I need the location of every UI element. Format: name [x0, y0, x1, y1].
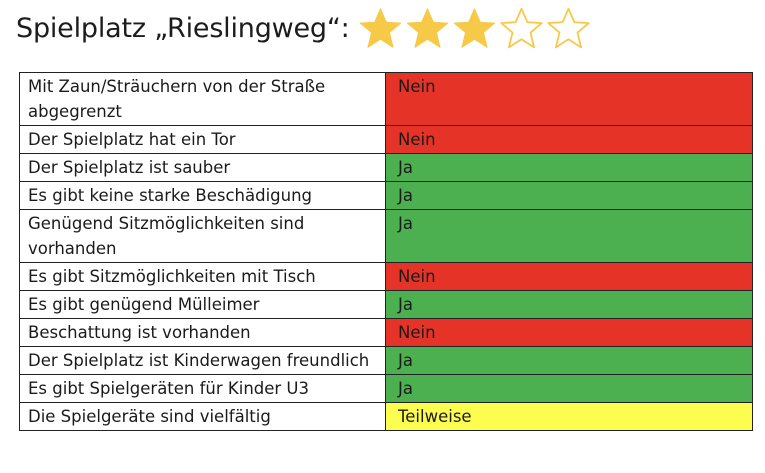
status-cell: Ja [385, 209, 753, 263]
criterion-cell: Der Spielplatz hat ein Tor [19, 125, 386, 154]
table-row: Der Spielplatz ist Kinderwagen freundlic… [19, 346, 753, 375]
table-row: Mit Zaun/Sträuchern von der Straße abgeg… [19, 72, 753, 126]
star-empty-icon [546, 6, 591, 51]
star-rating [358, 6, 591, 51]
table-row: Die Spielgeräte sind vielfältig Teilweise [19, 402, 753, 431]
status-cell: Ja [385, 290, 753, 319]
table-row: Der Spielplatz ist sauber Ja [19, 153, 753, 182]
star-filled-icon [405, 6, 450, 51]
page-title: Spielplatz „Rieslingweg“: [16, 12, 350, 44]
table-row: Es gibt Spielgeräten für Kinder U3 Ja [19, 374, 753, 403]
header: Spielplatz „Rieslingweg“: [16, 4, 591, 52]
star-filled-icon [358, 6, 403, 51]
status-cell: Nein [385, 72, 753, 126]
status-cell: Ja [385, 153, 753, 182]
criterion-cell: Es gibt genügend Mülleimer [19, 290, 386, 319]
table-row: Es gibt genügend Mülleimer Ja [19, 290, 753, 319]
table-row: Beschattung ist vorhanden Nein [19, 318, 753, 347]
status-cell: Nein [385, 318, 753, 347]
star-filled-icon [452, 6, 497, 51]
status-cell: Ja [385, 346, 753, 375]
criterion-cell: Es gibt Sitzmöglichkeiten mit Tisch [19, 262, 386, 291]
criterion-cell: Der Spielplatz ist sauber [19, 153, 386, 182]
table-row: Es gibt keine starke Beschädigung Ja [19, 181, 753, 210]
criterion-cell: Genügend Sitzmöglichkeiten sind vorhande… [19, 209, 386, 263]
criterion-cell: Beschattung ist vorhanden [19, 318, 386, 347]
status-cell: Ja [385, 374, 753, 403]
status-cell: Nein [385, 125, 753, 154]
table-row: Es gibt Sitzmöglichkeiten mit Tisch Nein [19, 262, 753, 291]
criterion-cell: Der Spielplatz ist Kinderwagen freundlic… [19, 346, 386, 375]
status-cell: Teilweise [385, 402, 753, 431]
criterion-cell: Es gibt keine starke Beschädigung [19, 181, 386, 210]
criterion-cell: Es gibt Spielgeräten für Kinder U3 [19, 374, 386, 403]
star-empty-icon [499, 6, 544, 51]
criterion-cell: Mit Zaun/Sträuchern von der Straße abgeg… [19, 72, 386, 126]
status-cell: Ja [385, 181, 753, 210]
table-row: Der Spielplatz hat ein Tor Nein [19, 125, 753, 154]
table-row: Genügend Sitzmöglichkeiten sind vorhande… [19, 209, 753, 263]
criteria-table: Mit Zaun/Sträuchern von der Straße abgeg… [19, 72, 753, 431]
status-cell: Nein [385, 262, 753, 291]
criterion-cell: Die Spielgeräte sind vielfältig [19, 402, 386, 431]
